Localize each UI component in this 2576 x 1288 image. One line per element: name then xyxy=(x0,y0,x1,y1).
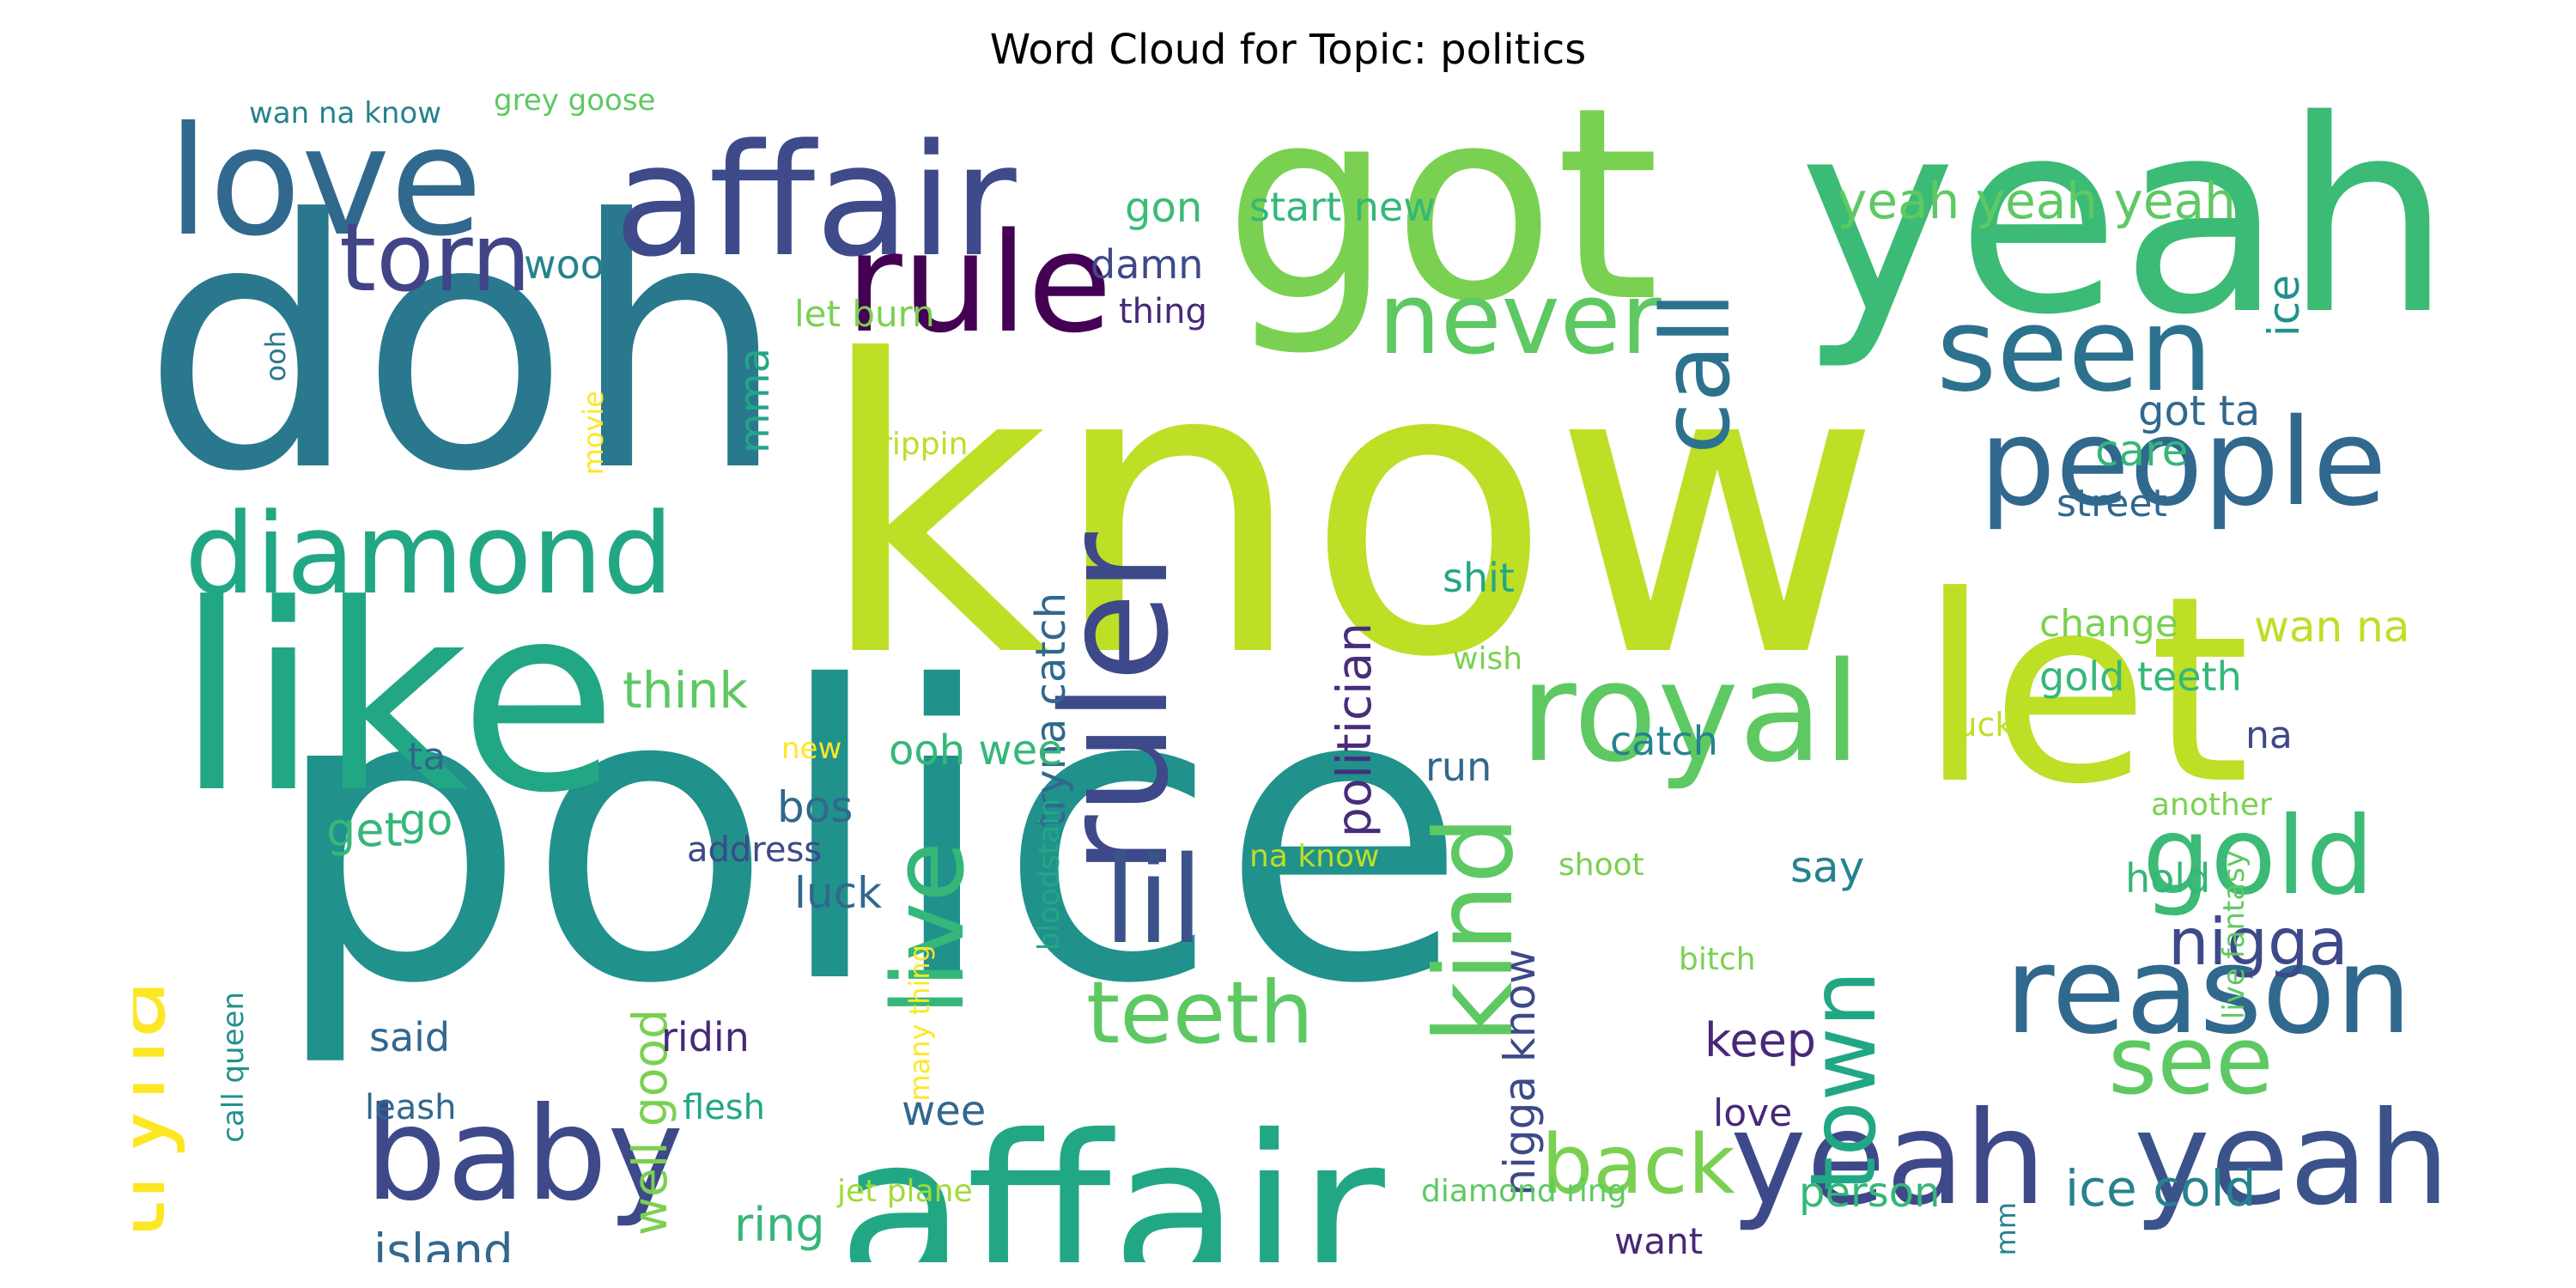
word-royal: royal xyxy=(1520,632,1862,793)
word-wan-na-know: wan na know xyxy=(249,96,442,131)
word-movie: movie xyxy=(577,391,610,476)
word-tryna: tryna xyxy=(133,979,188,1240)
word-affair-2: affair xyxy=(614,112,1017,291)
word-torn: torn xyxy=(339,203,532,313)
word-care: care xyxy=(2095,426,2189,476)
word-call: call xyxy=(1641,292,1751,455)
word-diamond: diamond xyxy=(185,489,674,619)
word-wish: wish xyxy=(1453,641,1523,677)
word-baby: baby xyxy=(365,1080,684,1230)
word-damn: damn xyxy=(1091,241,1204,288)
word-ice: ice xyxy=(2259,275,2309,337)
word-fuck: fuck xyxy=(1945,706,2014,744)
word-yeah: yeah xyxy=(1799,86,2443,374)
word-politician: politician xyxy=(1327,623,1382,838)
word-bitch: bitch xyxy=(1679,942,1756,977)
word-many-thing: many thing xyxy=(903,945,936,1102)
word-gold: gold xyxy=(2142,794,2374,919)
word-lil: lil xyxy=(1103,831,1204,971)
word-flesh: flesh xyxy=(683,1088,765,1127)
word-rule: rule xyxy=(846,203,1113,363)
word-start-new: start new xyxy=(1249,184,1436,230)
word-nigga-know: nigga know xyxy=(1495,949,1545,1196)
word-mma: mma xyxy=(731,348,779,453)
word-bloodstain: bloodstain xyxy=(1032,799,1066,951)
word-got-ta: got ta xyxy=(2138,387,2261,435)
word-mm-mm: mm mm xyxy=(1990,1202,2022,1262)
word-trippin: trippin xyxy=(867,427,969,462)
word-bos: bos xyxy=(777,782,854,832)
word-cloud: know police doh got yeah like let affair… xyxy=(133,86,2443,1262)
word-let-burn: let burn xyxy=(794,293,935,335)
word-wee: wee xyxy=(902,1087,987,1135)
word-nigga: nigga xyxy=(2168,904,2348,980)
word-doh: doh xyxy=(142,148,788,547)
word-shit: shit xyxy=(1443,555,1515,601)
word-think: think xyxy=(623,661,748,720)
word-never: never xyxy=(1378,262,1662,377)
word-yeah-3: yeah xyxy=(2134,1084,2443,1234)
word-reason: reason xyxy=(2005,921,2412,1061)
word-luck: luck xyxy=(794,868,883,918)
word-jet-plane: jet plane xyxy=(837,1174,973,1209)
word-get: get xyxy=(326,803,403,857)
word-call-queen: call queen xyxy=(216,992,251,1143)
word-see: see xyxy=(2108,1005,2274,1115)
word-say: say xyxy=(1790,842,1865,892)
word-tryna-catch: tryna catch xyxy=(1027,592,1075,828)
word-town: town xyxy=(1791,970,1896,1192)
word-like: like xyxy=(176,550,618,849)
word-leash: leash xyxy=(365,1088,457,1127)
word-police: police xyxy=(270,602,1468,1072)
word-thing: thing xyxy=(1119,292,1207,331)
word-keep: keep xyxy=(1704,1013,1817,1067)
word-love: love xyxy=(167,95,483,270)
word-grey-goose: grey goose xyxy=(494,86,656,118)
word-diamond-ring: diamond ring xyxy=(1421,1174,1627,1209)
word-back: back xyxy=(1541,1118,1735,1212)
word-ooh-wee: ooh wee xyxy=(889,726,1063,775)
word-want: want xyxy=(1614,1220,1704,1262)
word-ridin: ridin xyxy=(661,1014,750,1060)
word-new: new xyxy=(781,732,842,766)
word-change: change xyxy=(2039,602,2178,646)
word-island: island xyxy=(374,1224,513,1263)
word-ooh: ooh xyxy=(259,331,292,382)
word-go: go xyxy=(399,795,453,845)
word-gon: gon xyxy=(1125,184,1203,232)
word-address: address xyxy=(687,830,823,870)
word-teeth: teeth xyxy=(1086,963,1314,1063)
word-catch: catch xyxy=(1610,718,1718,764)
word-live-fantasy: live fantasy xyxy=(2217,850,2251,1020)
word-let: let xyxy=(1919,541,2251,841)
word-ta: ta xyxy=(408,735,447,779)
word-yeah-2: yeah xyxy=(1730,1084,2047,1234)
word-hold: hold xyxy=(2125,855,2211,902)
word-woo: woo xyxy=(524,241,605,288)
word-yeah-yeah-yeah: yeah yeah yeah xyxy=(1838,172,2236,230)
word-said: said xyxy=(369,1014,451,1060)
word-street: street xyxy=(2057,482,2167,526)
word-got: got xyxy=(1224,86,1660,361)
word-know: know xyxy=(816,276,1883,745)
chart-title: Word Cloud for Topic: politics xyxy=(989,26,1587,74)
word-na: na xyxy=(2245,714,2293,757)
word-another: another xyxy=(2151,787,2272,823)
word-seen: seen xyxy=(1936,283,2214,417)
word-people: people xyxy=(1979,393,2387,533)
word-na-know: na know xyxy=(1249,839,1380,874)
word-love-2: love xyxy=(1713,1091,1793,1135)
word-gold-teeth: gold teeth xyxy=(2039,653,2242,700)
word-ice-cold: ice cold xyxy=(2065,1159,2257,1218)
word-ring: ring xyxy=(734,1198,825,1252)
word-affair: affair xyxy=(837,1091,1385,1262)
word-shoot: shoot xyxy=(1558,848,1644,883)
word-wan-na: wan na xyxy=(2254,602,2410,652)
word-person: person xyxy=(1799,1169,1941,1217)
word-run: run xyxy=(1425,744,1492,790)
